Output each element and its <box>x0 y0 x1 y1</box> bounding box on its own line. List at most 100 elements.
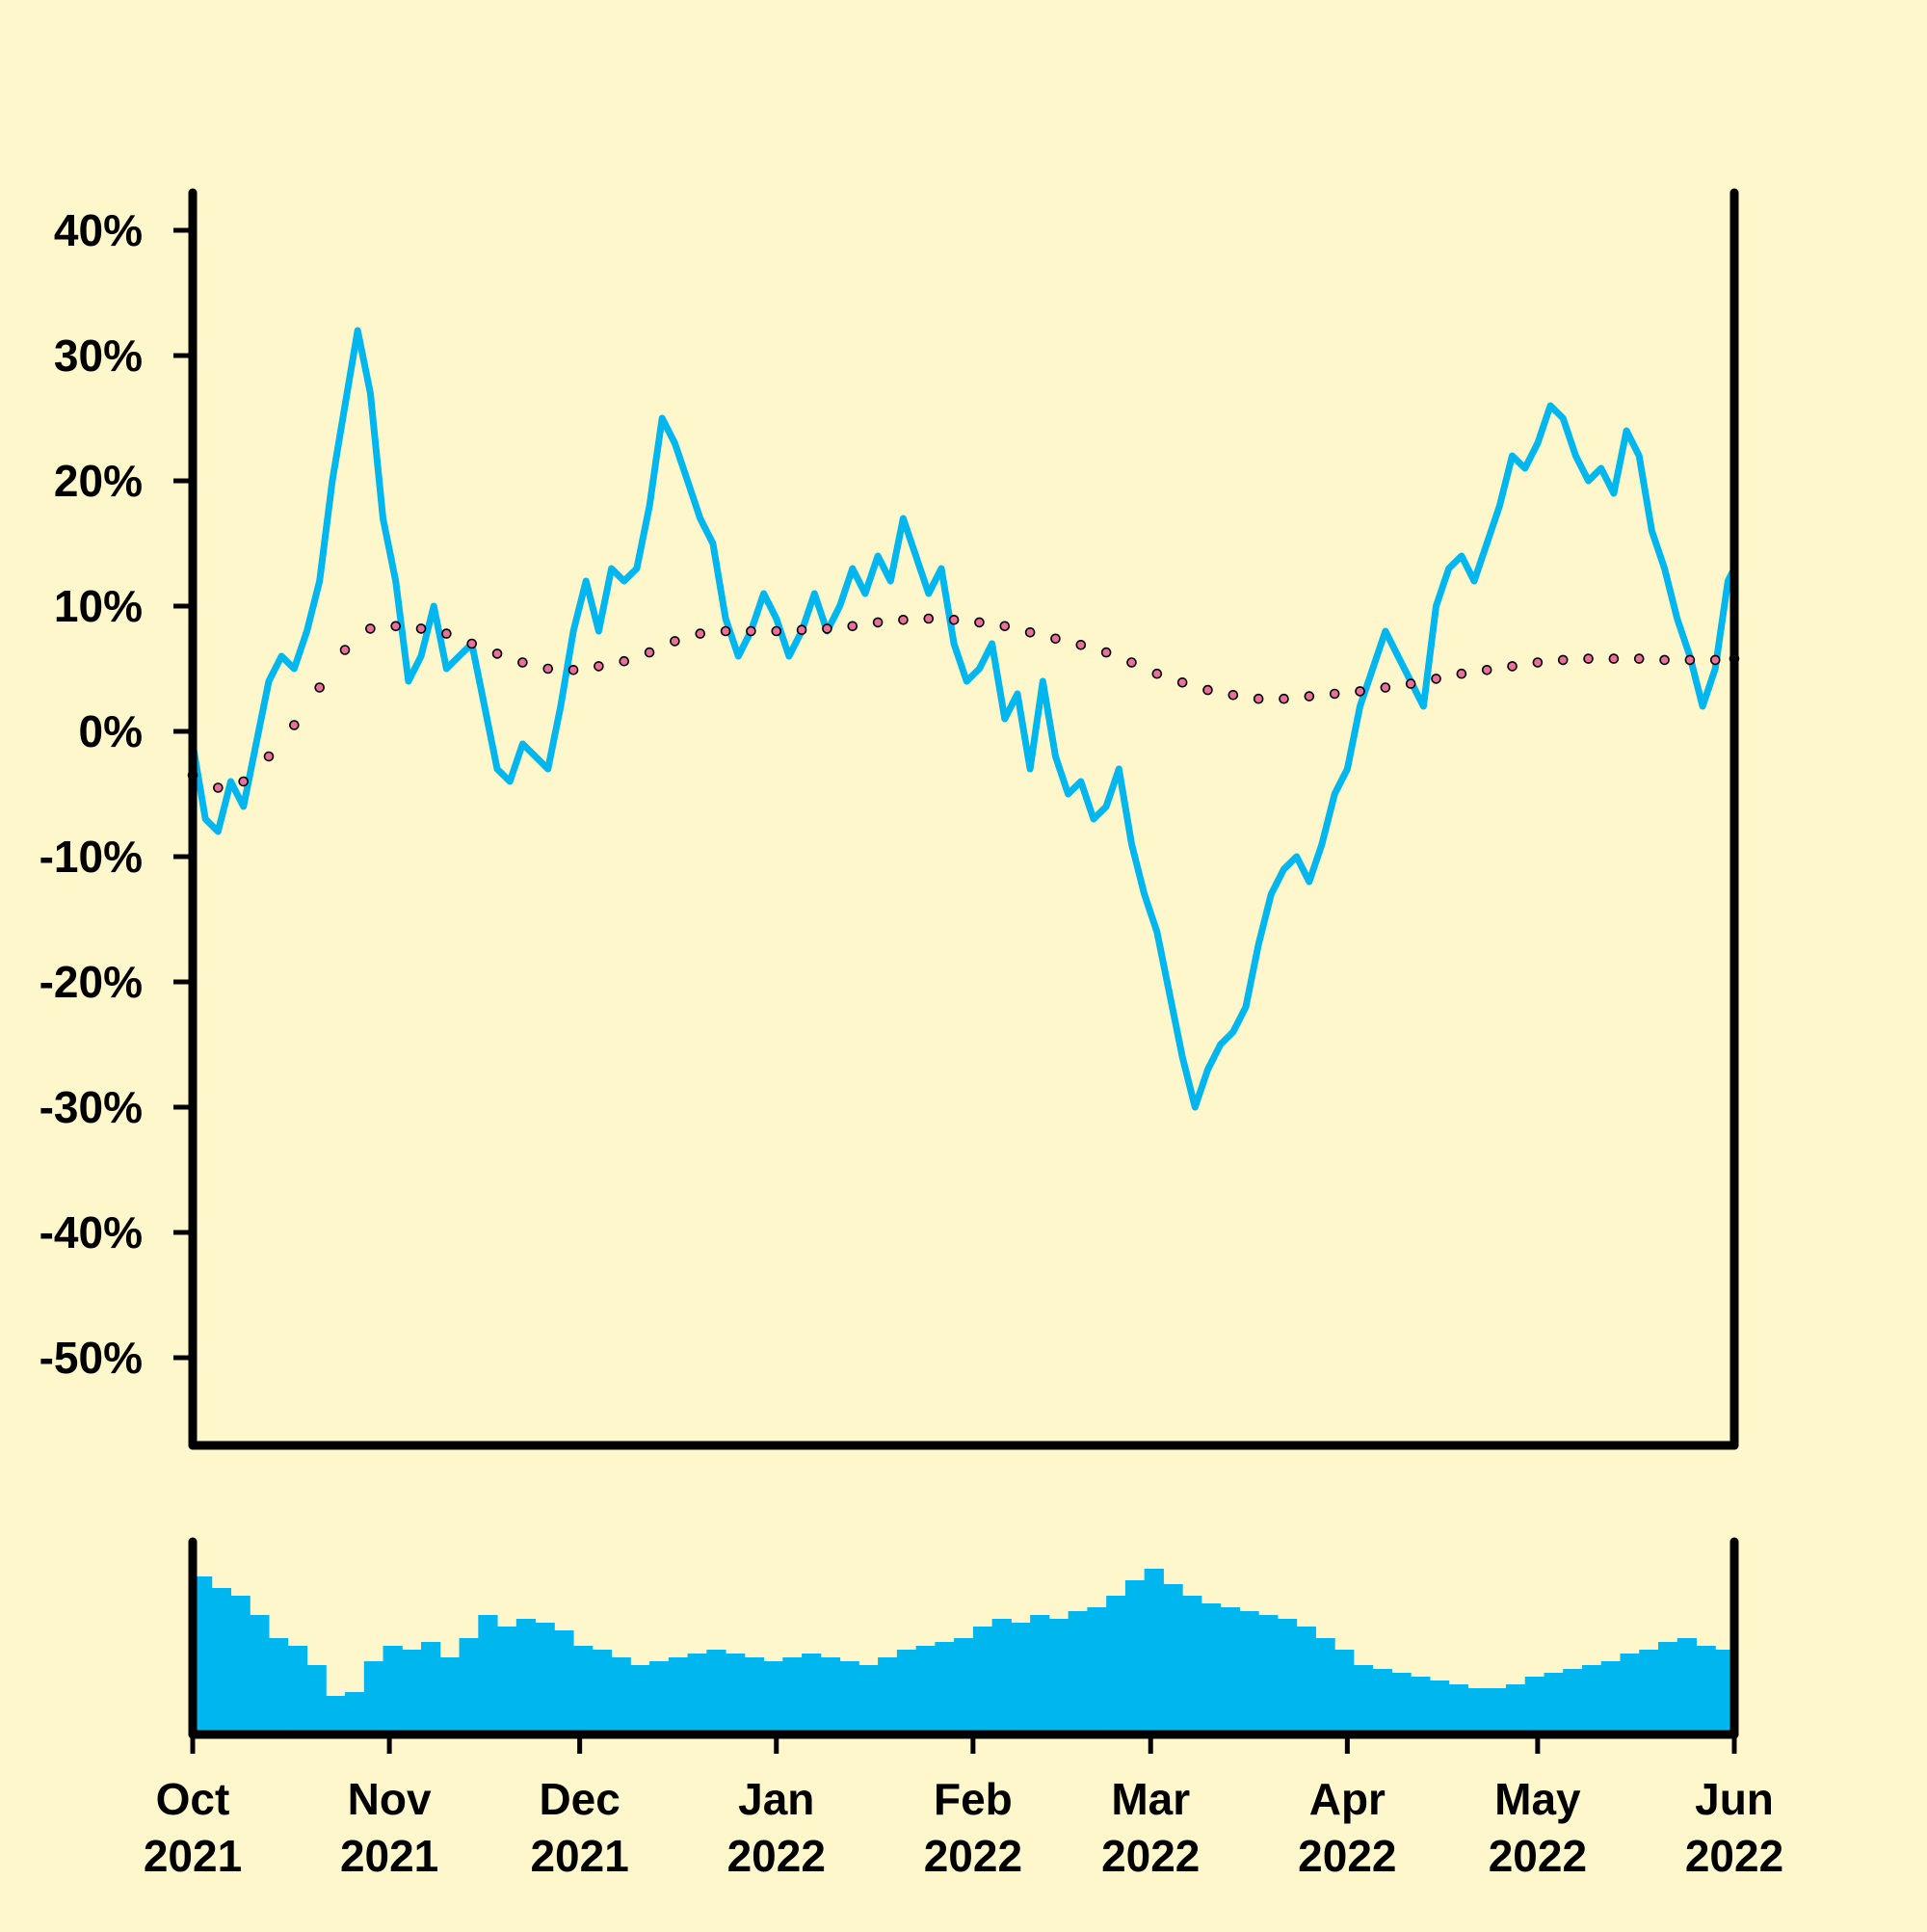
volume-plot-area: Oct 2021 Nov 2021 Dec 2021 Jan 2022 Feb 2022 Mar 20… <box>144 1537 1783 1881</box>
trend-dot <box>948 614 960 625</box>
volume-bar <box>1353 1665 1374 1734</box>
y-tick-label: -10% <box>40 832 143 882</box>
trend-dot <box>1532 657 1544 668</box>
trend-dot <box>1684 654 1696 666</box>
trend-dot <box>1355 686 1365 697</box>
x-tick-year-label: 2021 <box>340 1831 438 1881</box>
x-tick-year-label: 2022 <box>1101 1831 1200 1881</box>
y-tick-label: 30% <box>54 331 143 381</box>
trend-dot <box>263 751 275 762</box>
x-tick-month-label: Feb <box>934 1774 1013 1824</box>
volume-bar <box>1448 1684 1468 1734</box>
trend-dot <box>314 682 325 693</box>
trend-dot <box>1329 688 1340 700</box>
trend-dot <box>1557 654 1569 666</box>
trend-dot <box>390 621 401 632</box>
volume-bar <box>1220 1607 1240 1734</box>
volume-bar <box>250 1615 270 1734</box>
main-plot-area: 40% 30% 20% 10% 0% -10% -20% -30% -40% -50% <box>40 188 1740 1450</box>
volume-bar <box>459 1638 479 1734</box>
x-tick-year-label: 2022 <box>1298 1831 1396 1881</box>
trend-dot <box>1633 653 1645 664</box>
volume-bar <box>421 1642 441 1734</box>
volume-bar <box>1524 1677 1544 1734</box>
volume-bar <box>991 1619 1012 1734</box>
trend-dot <box>339 645 351 655</box>
volume-bar <box>363 1661 384 1734</box>
x-tick-month-label: Nov <box>348 1774 432 1824</box>
volume-bar <box>744 1657 765 1734</box>
volume-bar <box>954 1638 974 1734</box>
x-tick-year-label: 2021 <box>144 1831 242 1881</box>
trend-dot <box>1709 654 1721 666</box>
x-tick-month-label: Oct <box>156 1774 230 1824</box>
volume-bar <box>1429 1681 1450 1734</box>
trend-dot <box>1380 682 1391 693</box>
trend-dot <box>1024 626 1036 638</box>
volume-bar <box>345 1692 365 1734</box>
trend-dot <box>746 625 756 637</box>
trend-dot <box>822 623 832 634</box>
volume-bar <box>554 1630 574 1734</box>
volume-bar <box>1201 1603 1222 1734</box>
trend-dot <box>898 614 909 625</box>
volume-bar <box>649 1661 670 1734</box>
volume-bar <box>1505 1684 1526 1734</box>
volume-bar <box>1581 1665 1602 1734</box>
volume-bar <box>439 1657 461 1734</box>
trend-dot <box>1075 639 1087 650</box>
trend-dot <box>1202 684 1213 696</box>
volume-bar <box>1467 1688 1488 1734</box>
trend-dot <box>441 628 452 639</box>
price-line <box>189 327 1738 1111</box>
volume-bar <box>1048 1619 1069 1734</box>
y-tick-label: -30% <box>40 1082 143 1132</box>
volume-bar <box>878 1657 898 1734</box>
volume-bar <box>1239 1611 1259 1734</box>
volume-bar <box>858 1665 879 1734</box>
trend-dot <box>974 617 985 628</box>
volume-bar <box>592 1650 613 1734</box>
volume-bar <box>1391 1673 1412 1734</box>
volume-bar <box>1544 1673 1564 1734</box>
trend-dot <box>289 720 300 730</box>
trend-dot <box>771 625 782 637</box>
trend-dot <box>1456 668 1467 679</box>
volume-bar <box>782 1657 803 1734</box>
volume-bar <box>611 1657 631 1734</box>
volume-bar <box>839 1661 859 1734</box>
volume-bar <box>1315 1638 1335 1734</box>
volume-bar <box>1258 1615 1279 1734</box>
trend-dot <box>238 776 249 787</box>
x-tick-year-label: 2021 <box>530 1831 628 1881</box>
volume-bar <box>211 1588 232 1734</box>
volume-bar <box>1600 1661 1621 1734</box>
trend-dot <box>1608 653 1620 664</box>
volume-bar <box>193 1576 213 1734</box>
trend-dot <box>847 621 858 632</box>
volume-bar <box>1334 1650 1355 1734</box>
volume-bar <box>972 1627 993 1734</box>
volume-bar <box>230 1596 251 1734</box>
trend-dot <box>1100 647 1112 658</box>
volume-bar <box>687 1654 707 1734</box>
y-tick-label: -40% <box>40 1207 143 1257</box>
trend-dot <box>1659 654 1670 666</box>
y-tick-label: 10% <box>54 581 143 631</box>
volume-bar <box>1620 1654 1640 1734</box>
volume-bar <box>1715 1650 1734 1734</box>
volume-bar <box>1696 1646 1716 1734</box>
y-tick-label: 0% <box>79 706 143 756</box>
volume-bar <box>383 1646 403 1734</box>
volume-bar <box>1657 1642 1678 1734</box>
trend-dot <box>594 661 604 672</box>
volume-bar <box>1087 1607 1107 1734</box>
volume-bar <box>515 1619 537 1734</box>
volume-bar <box>1011 1623 1031 1734</box>
volume-bar <box>1676 1638 1697 1734</box>
volume-bar <box>820 1657 841 1734</box>
trend-dot <box>720 625 731 637</box>
trend-dot <box>1481 664 1492 675</box>
x-tick-year-label: 2022 <box>1685 1831 1783 1881</box>
